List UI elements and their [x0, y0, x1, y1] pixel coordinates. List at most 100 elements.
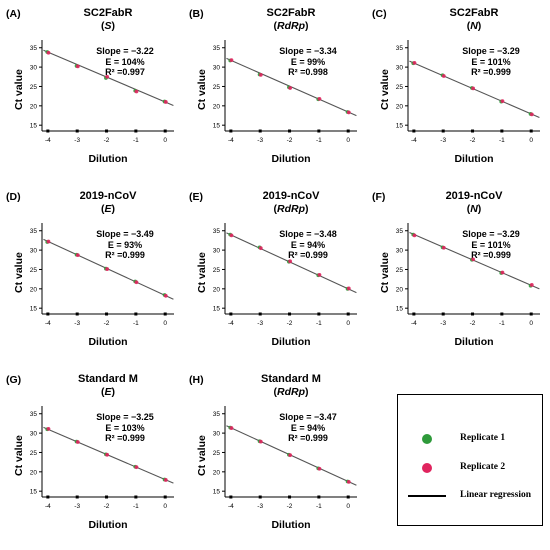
y-tick-label: 30 [30, 431, 38, 438]
x-tick-label: 0 [346, 137, 350, 144]
replicate-2-point [46, 426, 51, 431]
plot-svg: 15 20 25 30 35 -4 -3 -2 -1 0 [396, 223, 540, 327]
gene-name: N [470, 203, 478, 215]
y-tick-label: 30 [30, 248, 38, 255]
replicate-2-point [471, 257, 476, 262]
y-tick-label: 15 [30, 123, 38, 130]
replicate-2-marker [422, 463, 432, 473]
y-tick-label: 35 [30, 45, 38, 52]
gene-name: RdRp [277, 386, 305, 398]
y-tick-label: 25 [396, 267, 404, 274]
slope-text: Slope = −3.49 [96, 229, 154, 239]
y-tick-label: 20 [396, 103, 404, 110]
y-tick-label: 30 [396, 248, 404, 255]
replicate-2-point [229, 426, 234, 430]
slope-text: Slope = −3.47 [279, 412, 337, 422]
y-tick-label: 30 [30, 65, 38, 72]
chart-panel: (A) SC2FabR (S) Slope = −3.22 E = 104% R² =0.… [0, 0, 175, 180]
panel-letter: (H) [189, 374, 204, 386]
replicate-2-point [258, 439, 263, 444]
efficiency-text: E = 101% [471, 56, 511, 67]
plot-svg: 15 20 25 30 35 -4 -3 -2 -1 0 [396, 40, 540, 144]
r-squared-text: R² =0.999 [105, 433, 145, 443]
slope-text: Slope = −3.29 [462, 229, 520, 239]
y-tick-label: 20 [30, 103, 38, 110]
replicate-2-point [105, 452, 110, 457]
x-tick-label: -3 [257, 503, 263, 510]
replicate-2-point [441, 245, 446, 250]
x-tick-label: -1 [316, 320, 322, 327]
x-tick-label: -4 [45, 320, 51, 327]
x-tick [500, 312, 504, 316]
legend: Replicate 1 Replicate 2 Linear regressio… [397, 394, 543, 526]
x-tick-label: -2 [104, 137, 110, 144]
x-tick-label: -3 [74, 137, 80, 144]
y-tick-label: 20 [30, 286, 38, 293]
replicate-2-point [412, 233, 417, 238]
x-tick-label: -2 [287, 503, 293, 510]
x-tick [258, 312, 262, 316]
x-tick [75, 495, 79, 499]
x-tick [75, 312, 79, 316]
replicate-2-point [163, 100, 168, 104]
r-squared-text: R² =0.998 [288, 67, 328, 77]
x-tick-label: -3 [74, 503, 80, 510]
chart-title: 2019-nCoV [262, 190, 320, 202]
chart-panel: (F) 2019-nCoV (N) Slope = −3.29 E = 101% R² =… [366, 183, 541, 363]
plot-svg: 15 20 25 30 35 -4 -3 -2 -1 0 [30, 40, 174, 144]
x-tick-label: -2 [104, 320, 110, 327]
chart-panel: (B) SC2FabR (RdRp) Slope = −3.34 E = 99% R² =… [183, 0, 358, 180]
replicate-2-point [75, 440, 80, 444]
y-tick-label: 15 [396, 306, 404, 313]
x-tick [471, 312, 475, 316]
y-tick-label: 20 [213, 286, 221, 293]
efficiency-text: E = 99% [290, 56, 326, 67]
r-squared-text: R² =0.999 [288, 250, 328, 260]
fit-stats: Slope = −3.25 E = 103% R² =0.999 [86, 412, 164, 444]
x-tick [441, 312, 445, 316]
x-axis-label: Dilution [271, 336, 311, 348]
regression-line-marker [408, 495, 446, 497]
r-squared-text: R² =0.999 [105, 250, 145, 260]
fit-stats: Slope = −3.47 E = 94% R² =0.999 [269, 412, 347, 444]
replicate-2-point [258, 246, 263, 251]
efficiency-text: E = 94% [290, 239, 326, 250]
chart-subtitle: (N) [466, 20, 482, 32]
x-tick [317, 129, 321, 133]
chart-subtitle: (RdRp) [273, 20, 309, 32]
fit-stats: Slope = −3.29 E = 101% R² =0.999 [452, 229, 530, 261]
replicate-2-point [471, 86, 476, 91]
y-tick-label: 25 [396, 84, 404, 91]
replicate-2-point [317, 272, 322, 277]
x-tick [317, 312, 321, 316]
plot-svg: 15 20 25 30 35 -4 -3 -2 -1 0 [213, 40, 357, 144]
efficiency-text: E = 101% [471, 239, 511, 250]
x-tick-label: -2 [470, 320, 476, 327]
fit-stats: Slope = −3.48 E = 94% R² =0.999 [269, 229, 347, 261]
chart-subtitle: (E) [100, 386, 115, 398]
x-tick [229, 495, 233, 499]
plot-svg: 15 20 25 30 35 -4 -3 -2 -1 0 [30, 223, 174, 327]
replicate-2-point [288, 453, 293, 458]
x-tick [229, 312, 233, 316]
chart-subtitle: (RdRp) [273, 386, 309, 398]
fit-stats: Slope = −3.29 E = 101% R² =0.999 [452, 46, 530, 78]
x-tick-label: -4 [228, 503, 234, 510]
y-tick-label: 35 [213, 228, 221, 235]
slope-text: Slope = −3.48 [279, 229, 337, 239]
x-tick [46, 312, 50, 316]
y-tick-label: 30 [396, 65, 404, 72]
x-tick [105, 495, 109, 499]
chart-subtitle: (RdRp) [273, 203, 309, 215]
replicate-2-point [105, 267, 110, 271]
replicate-2-point [529, 283, 534, 287]
chart-subtitle: (E) [100, 203, 115, 215]
x-tick-label: 0 [346, 503, 350, 510]
x-tick [229, 129, 233, 133]
panel-letter: (F) [372, 191, 386, 203]
x-axis-label: Dilution [88, 153, 128, 165]
x-tick [163, 495, 167, 499]
replicate-2-point [529, 112, 534, 117]
y-tick-label: 15 [30, 489, 38, 496]
x-axis-label: Dilution [88, 519, 128, 531]
